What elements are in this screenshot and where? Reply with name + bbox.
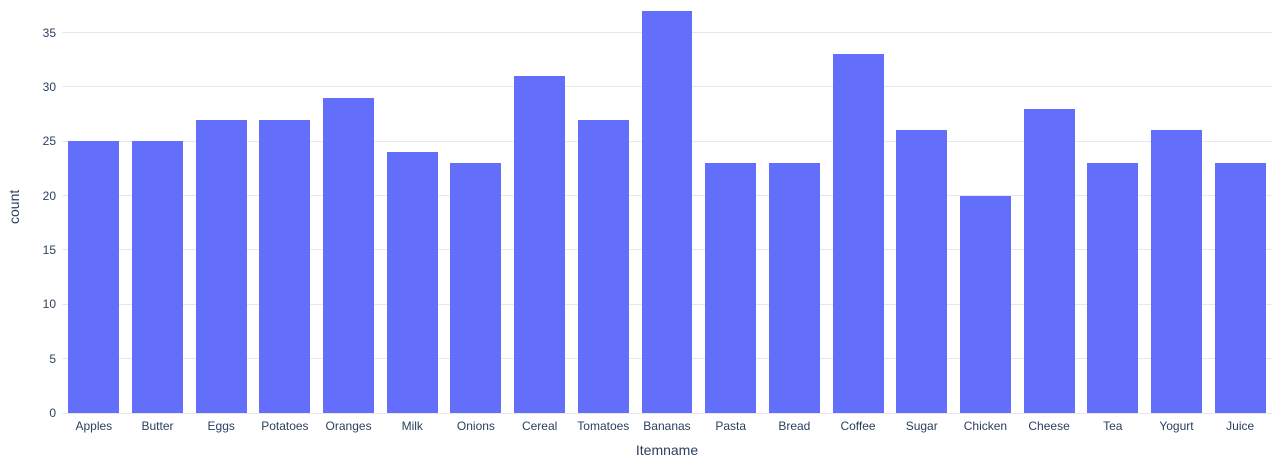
x-tick-label: Pasta xyxy=(715,419,746,433)
bar-bread[interactable] xyxy=(768,163,820,413)
bar-eggs[interactable] xyxy=(195,119,247,413)
x-axis-title: Itemname xyxy=(635,442,699,458)
x-tick-label: Juice xyxy=(1226,419,1255,433)
y-tick-label: 25 xyxy=(42,134,56,149)
bar-oranges[interactable] xyxy=(323,97,375,413)
x-tick-label: Tomatoes xyxy=(577,419,630,433)
x-tick-label: Onions xyxy=(456,419,495,433)
bar-sugar[interactable] xyxy=(896,130,948,413)
x-tick-label: Apples xyxy=(75,419,113,433)
bar-chicken[interactable] xyxy=(959,195,1011,413)
bar-cheese[interactable] xyxy=(1023,108,1075,413)
bar-pasta[interactable] xyxy=(705,163,757,413)
bar-yogurt[interactable] xyxy=(1151,130,1202,413)
bar-bananas[interactable] xyxy=(641,10,693,413)
y-axis-tick-labels: 0 5 10 15 20 25 30 35 xyxy=(0,0,56,420)
x-tick-label: Bread xyxy=(778,419,811,433)
bar-milk[interactable] xyxy=(386,152,438,413)
bar-apples[interactable] xyxy=(68,141,120,413)
bar-tomatoes[interactable] xyxy=(577,119,629,413)
y-tick-label: 30 xyxy=(42,79,56,94)
bar-butter[interactable] xyxy=(132,141,183,413)
x-tick-label: Cheese xyxy=(1028,419,1070,433)
bar-potatoes[interactable] xyxy=(259,119,311,413)
bar-onions[interactable] xyxy=(450,163,502,413)
x-tick-label: Oranges xyxy=(325,419,372,433)
y-tick-label: 0 xyxy=(49,406,56,420)
x-tick-label: Milk xyxy=(401,419,423,433)
x-tick-label: Butter xyxy=(141,419,174,433)
x-axis-tick-labels: Apples Butter Eggs Potatoes Oranges Milk Onion… xyxy=(62,419,1272,435)
y-tick-label: 35 xyxy=(42,25,56,40)
x-tick-label: Chicken xyxy=(963,419,1008,433)
x-tick-label: Cereal xyxy=(521,419,558,433)
y-tick-label: 20 xyxy=(42,188,56,203)
x-tick-label: Tea xyxy=(1103,419,1123,433)
x-tick-label: Yogurt xyxy=(1159,419,1194,433)
bar-cereal[interactable] xyxy=(514,76,566,413)
x-tick-label: Potatoes xyxy=(261,419,309,433)
x-tick-label: Eggs xyxy=(207,419,235,433)
y-tick-label: 15 xyxy=(42,242,56,257)
bar-tea[interactable] xyxy=(1087,163,1139,413)
x-tick-label: Coffee xyxy=(840,419,876,433)
y-tick-label: 10 xyxy=(42,297,56,312)
bar-juice[interactable] xyxy=(1214,163,1266,413)
plot-area xyxy=(62,0,1272,414)
y-tick-label: 5 xyxy=(49,351,56,366)
x-tick-label: Bananas xyxy=(643,419,691,433)
x-tick-label: Sugar xyxy=(905,419,938,433)
gridline xyxy=(62,412,1272,414)
bar-coffee[interactable] xyxy=(832,54,884,413)
